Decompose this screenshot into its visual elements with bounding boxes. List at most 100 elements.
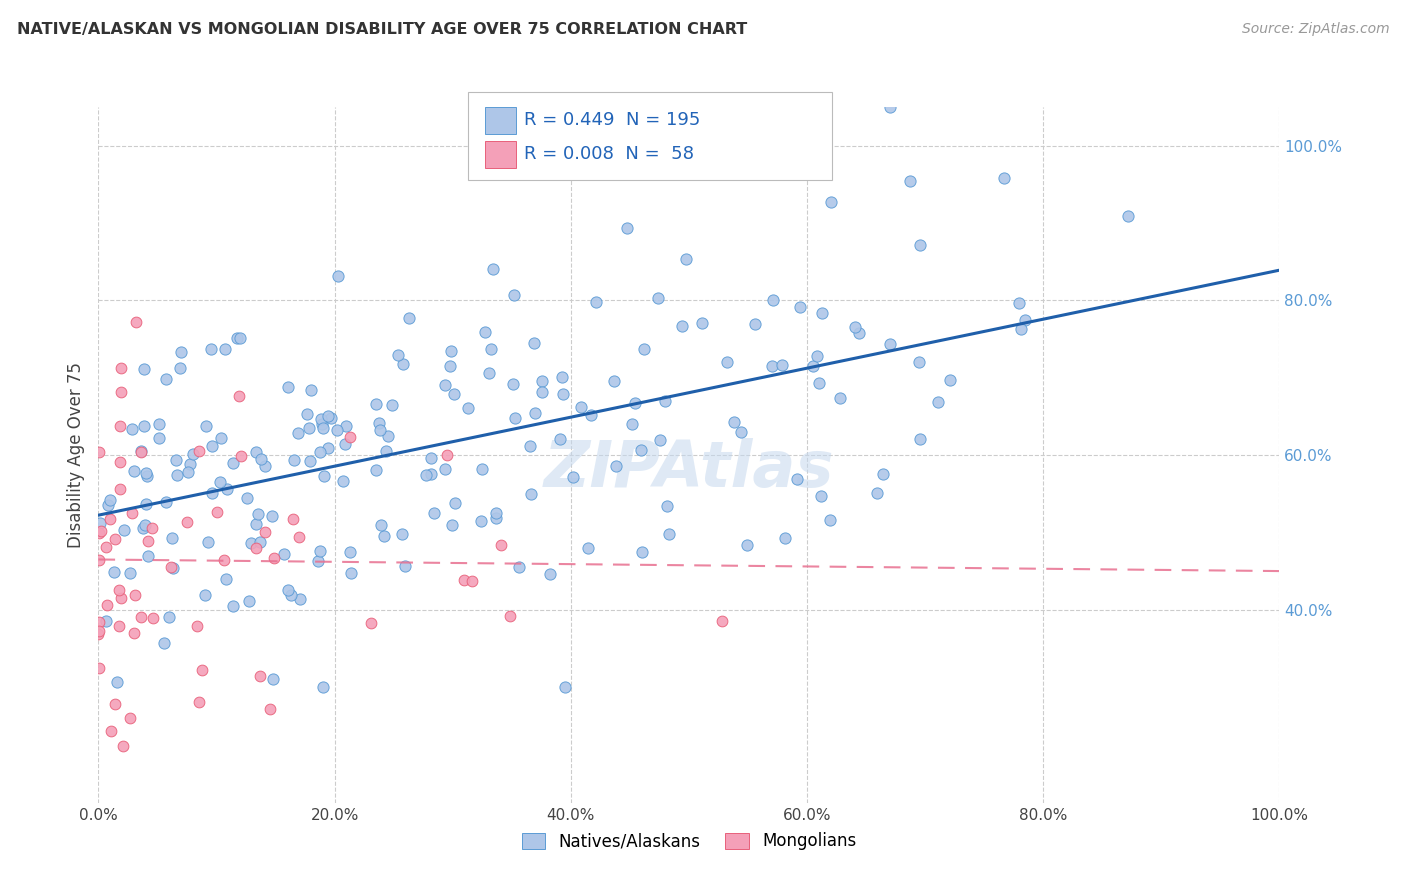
Point — [482, 261, 505, 276]
Point — [169, 361, 191, 376]
Point — [478, 366, 501, 380]
Point — [443, 387, 465, 401]
Point — [360, 615, 382, 630]
Point — [485, 506, 508, 520]
Point — [298, 420, 321, 434]
Point — [177, 465, 200, 479]
Point — [394, 558, 416, 573]
Point — [479, 342, 502, 356]
Point — [104, 698, 127, 712]
Point — [277, 582, 299, 597]
Point — [89, 661, 111, 675]
Point — [217, 482, 239, 496]
Point — [647, 291, 669, 305]
Point — [281, 512, 304, 526]
Point — [381, 398, 404, 412]
Point — [170, 345, 193, 359]
Point — [103, 565, 125, 579]
Point — [129, 445, 152, 459]
Point — [107, 674, 129, 689]
Point — [201, 486, 224, 500]
Point — [810, 489, 832, 503]
Point — [319, 411, 342, 425]
Point — [111, 739, 134, 753]
Point — [87, 444, 110, 458]
Legend: Natives/Alaskans, Mongolians: Natives/Alaskans, Mongolians — [515, 826, 863, 857]
Point — [340, 566, 363, 581]
Point — [786, 472, 808, 486]
Point — [879, 336, 901, 351]
Point — [439, 359, 461, 373]
Point — [195, 419, 218, 434]
Point — [299, 384, 322, 398]
Point — [524, 406, 547, 420]
Point — [585, 295, 607, 310]
Point — [872, 467, 894, 481]
Point — [110, 455, 132, 469]
Point — [789, 300, 811, 314]
Point — [287, 425, 309, 440]
Point — [222, 456, 245, 470]
Point — [288, 592, 311, 607]
Point — [165, 453, 187, 467]
Point — [155, 372, 177, 386]
Point — [308, 445, 330, 459]
Point — [179, 457, 201, 471]
Point — [96, 598, 118, 612]
Point — [818, 513, 841, 527]
Point — [561, 470, 583, 484]
Point — [97, 499, 120, 513]
Point — [314, 469, 336, 483]
Point — [436, 448, 458, 462]
Point — [309, 544, 332, 558]
Point — [415, 468, 437, 483]
Point — [811, 306, 834, 320]
Point — [1010, 321, 1032, 335]
Point — [603, 374, 626, 388]
Point — [214, 342, 236, 356]
Point — [316, 409, 339, 424]
Point — [135, 467, 157, 481]
Point — [844, 320, 866, 334]
Point — [263, 551, 285, 566]
Point — [502, 377, 524, 392]
Point — [259, 702, 281, 716]
Point — [898, 174, 921, 188]
Point — [262, 672, 284, 686]
Text: R = 0.008  N =  58: R = 0.008 N = 58 — [524, 145, 695, 163]
Point — [848, 326, 870, 341]
Point — [710, 614, 733, 628]
Point — [503, 287, 526, 301]
Point — [155, 495, 177, 509]
Point — [485, 511, 508, 525]
Point — [523, 335, 546, 350]
Point — [96, 540, 118, 554]
Point — [129, 610, 152, 624]
Point — [110, 419, 132, 434]
Point — [630, 545, 652, 559]
Point — [87, 615, 110, 629]
Point — [927, 395, 949, 409]
Point — [339, 545, 361, 559]
Point — [1116, 209, 1139, 223]
Point — [1014, 313, 1036, 327]
Point — [616, 221, 638, 235]
Point — [157, 610, 180, 624]
Point — [283, 453, 305, 467]
Point — [235, 491, 257, 506]
Text: NATIVE/ALASKAN VS MONGOLIAN DISABILITY AGE OVER 75 CORRELATION CHART: NATIVE/ALASKAN VS MONGOLIAN DISABILITY A… — [17, 22, 747, 37]
Point — [188, 695, 211, 709]
Point — [125, 315, 148, 329]
Point — [181, 447, 204, 461]
Point — [658, 527, 681, 541]
Point — [624, 396, 647, 410]
Point — [339, 430, 361, 444]
Point — [908, 432, 931, 446]
Point — [121, 506, 143, 520]
Point — [761, 359, 783, 373]
Point — [505, 410, 527, 425]
Point — [806, 349, 828, 363]
Point — [141, 521, 163, 535]
Point — [131, 444, 153, 458]
Point — [297, 408, 319, 422]
